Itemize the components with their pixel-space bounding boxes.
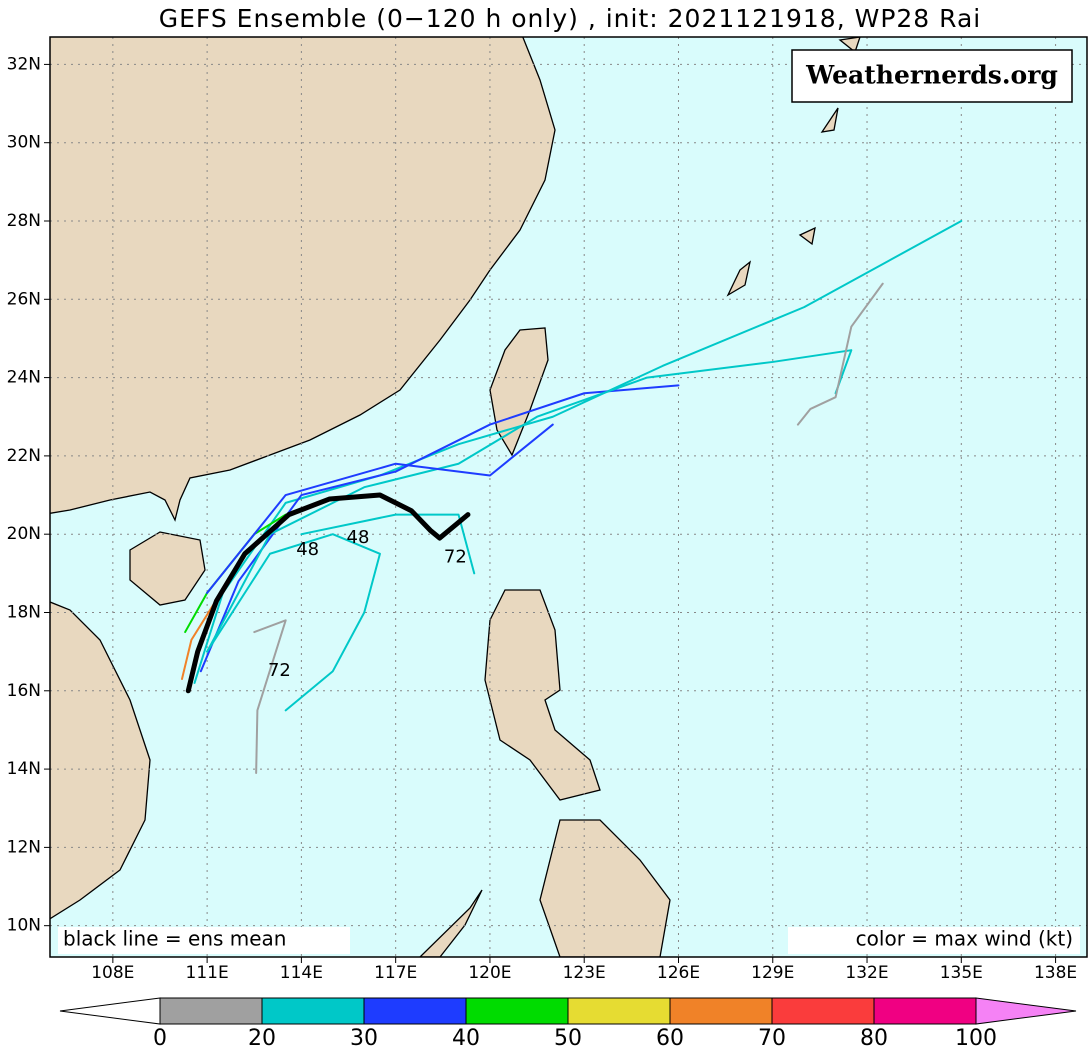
- x-tick-label: 135E: [940, 963, 983, 983]
- x-tick-label: 108E: [91, 963, 134, 983]
- y-tick-label: 18N: [7, 602, 41, 622]
- colorbar-segment: [465, 997, 569, 1025]
- colorbar-over: [975, 997, 1077, 1025]
- x-tick-label: 126E: [657, 963, 700, 983]
- y-tick-label: 24N: [7, 368, 41, 388]
- note-box: [58, 927, 350, 954]
- note-right: color = max wind (kt): [856, 927, 1073, 951]
- x-tick-label: 138E: [1034, 963, 1077, 983]
- note-box: [788, 927, 1080, 954]
- x-tick-label: 132E: [845, 963, 888, 983]
- x-tick-label: 111E: [186, 963, 229, 983]
- watermark-box: [791, 49, 1073, 103]
- y-tick-label: 12N: [7, 837, 41, 857]
- hour-label: 72: [268, 660, 291, 681]
- x-tick-label: 114E: [280, 963, 323, 983]
- colorbar-label: 40: [452, 1026, 480, 1051]
- colorbar-segment: [771, 997, 875, 1025]
- colorbar-label: 0: [153, 1026, 167, 1051]
- y-tick-label: 16N: [7, 681, 41, 701]
- y-tick-label: 20N: [7, 524, 41, 544]
- colorbar-label: 60: [656, 1026, 684, 1051]
- colorbar-under: [59, 997, 161, 1025]
- y-tick-label: 28N: [7, 211, 41, 231]
- y-tick-label: 10N: [7, 916, 41, 936]
- hour-label: 48: [347, 527, 370, 548]
- colorbar-label: 70: [758, 1026, 786, 1051]
- member-track: [206, 349, 853, 653]
- colorbar-label: 50: [554, 1026, 582, 1051]
- colorbar-segment: [669, 997, 773, 1025]
- x-tick-label: 129E: [751, 963, 794, 983]
- colorbar-label: 20: [248, 1026, 276, 1051]
- member-track: [206, 533, 381, 712]
- member-track: [199, 384, 680, 673]
- colorbar-segment: [567, 997, 671, 1025]
- title: GEFS Ensemble (0−120 h only) , init: 202…: [159, 4, 982, 33]
- y-tick-label: 32N: [7, 54, 41, 74]
- watermark: Weathernerds.org: [805, 61, 1058, 90]
- colorbar-label: 30: [350, 1026, 378, 1051]
- note-left: black line = ens mean: [63, 927, 287, 951]
- colorbar-segment: [159, 997, 263, 1025]
- member-track: [300, 513, 476, 575]
- hour-label: 72: [444, 547, 467, 568]
- x-tick-label: 117E: [374, 963, 417, 983]
- colorbar-segment: [261, 997, 365, 1025]
- hour-label: 48: [296, 539, 319, 560]
- member-track: [193, 220, 963, 684]
- x-tick-label: 120E: [468, 963, 511, 983]
- y-tick-label: 30N: [7, 133, 41, 153]
- y-tick-label: 14N: [7, 759, 41, 779]
- member-track: [796, 282, 884, 426]
- member-track: [206, 423, 554, 594]
- member-track: [253, 619, 287, 774]
- map-frame: [49, 36, 1088, 958]
- colorbar-segment: [363, 997, 467, 1025]
- y-tick-label: 26N: [7, 289, 41, 309]
- member-track: [180, 603, 215, 681]
- x-tick-label: 123E: [563, 963, 606, 983]
- colorbar-label: 100: [955, 1026, 997, 1051]
- colorbar-label: 80: [860, 1026, 888, 1051]
- land: [50, 37, 861, 957]
- colorbar-segment: [873, 997, 977, 1025]
- y-tick-label: 22N: [7, 446, 41, 466]
- mean-track: [185, 492, 471, 694]
